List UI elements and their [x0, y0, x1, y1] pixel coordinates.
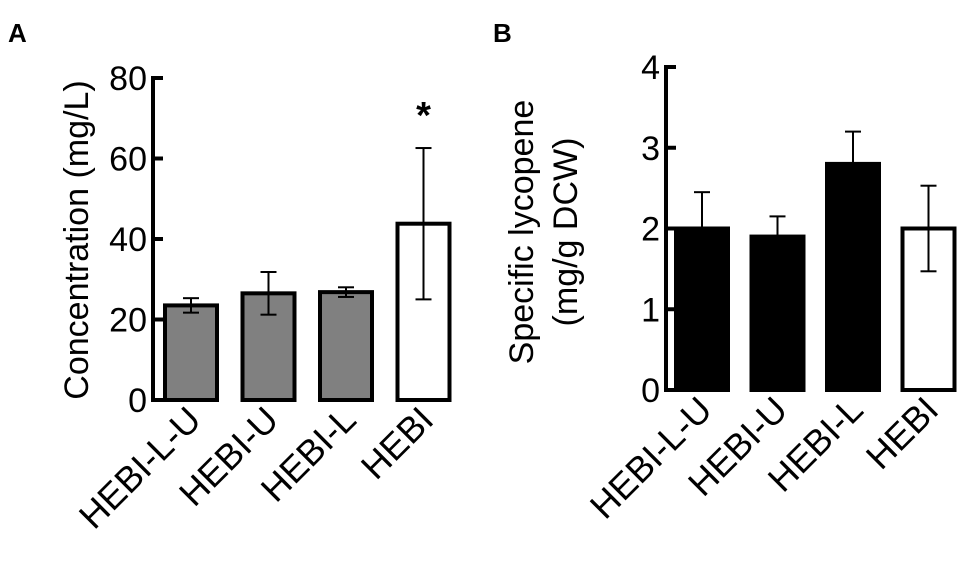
y-axis-title: (mg/g DCW): [547, 138, 585, 327]
bar-hebi-l: [318, 290, 374, 403]
y-tick-label: 80: [109, 60, 147, 98]
error-bar-hebi: [415, 147, 432, 301]
y-tick-label: 40: [109, 221, 147, 259]
y-axis-title: Concentration (mg/L): [58, 80, 96, 399]
error-bar-hebi-u: [769, 215, 786, 258]
x-tick-label: HEBI: [353, 399, 441, 487]
y-tick-label: 4: [641, 49, 660, 87]
panel-label: B: [493, 18, 512, 48]
y-tick-label: 1: [641, 291, 660, 329]
y-tick-label: 60: [109, 141, 147, 179]
y-tick-label: 3: [641, 130, 660, 168]
error-bar-hebi-l: [845, 130, 861, 198]
bar-hebi-l-u: [163, 303, 219, 403]
significance-marker: *: [416, 95, 431, 137]
error-bar-hebi-l: [338, 286, 354, 298]
bar-hebi-l: [825, 161, 881, 392]
panel-label: A: [8, 18, 27, 48]
x-tick-label: HEBI: [858, 389, 946, 477]
error-bar-hebi-u: [260, 271, 277, 316]
y-tick-label: 0: [641, 372, 660, 410]
error-bar-hebi-l-u: [183, 297, 199, 314]
y-tick-label: 20: [109, 302, 147, 340]
y-axis-title: Specific lycopene: [503, 100, 541, 365]
y-tick-label: 2: [641, 211, 660, 249]
error-bar-hebi: [920, 184, 937, 273]
bar-hebi-u: [749, 234, 806, 392]
y-tick-label: 0: [128, 382, 147, 420]
error-bar-hebi-l-u: [694, 191, 710, 266]
